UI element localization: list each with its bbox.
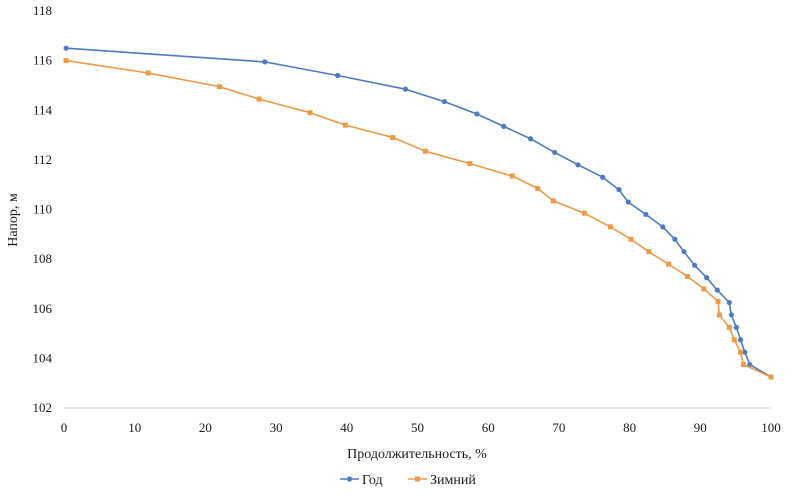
x-tick-label: 10 — [128, 420, 141, 435]
x-tick-label: 0 — [61, 420, 68, 435]
data-point — [608, 224, 614, 230]
series-zimniy — [63, 58, 774, 380]
x-tick-label: 90 — [694, 420, 707, 435]
legend-marker — [346, 476, 353, 482]
data-point — [628, 236, 634, 242]
data-point — [737, 337, 744, 343]
data-point — [535, 185, 541, 191]
data-point — [575, 162, 581, 168]
data-point — [715, 298, 721, 304]
y-tick-label: 104 — [33, 350, 53, 365]
data-point — [467, 161, 473, 167]
data-point — [625, 199, 631, 205]
data-point — [552, 149, 558, 156]
data-point — [441, 98, 447, 105]
data-point — [474, 111, 480, 117]
x-tick-label: 40 — [340, 420, 353, 435]
legend: Год Зимний — [340, 473, 476, 488]
data-point — [716, 312, 722, 318]
y-tick-label: 108 — [33, 251, 53, 266]
data-point — [714, 287, 720, 293]
x-tick-label: 30 — [270, 420, 283, 435]
legend-item: Зимний — [408, 473, 476, 488]
x-tick-label: 100 — [761, 420, 781, 435]
series-god — [63, 45, 774, 380]
y-axis-title: Напор, м — [6, 193, 21, 247]
data-point — [550, 198, 556, 204]
data-point — [768, 374, 774, 380]
data-point — [581, 210, 587, 216]
data-point — [726, 324, 732, 330]
x-tick-label: 60 — [482, 420, 495, 435]
data-point — [335, 72, 341, 79]
data-point — [685, 273, 691, 279]
data-point — [256, 96, 262, 102]
data-point — [63, 45, 69, 51]
data-point — [731, 337, 737, 343]
data-point — [742, 349, 748, 355]
data-point — [509, 173, 515, 179]
data-point — [681, 249, 687, 255]
data-point — [528, 136, 534, 142]
data-point — [665, 261, 671, 267]
x-axis-ticks: 0 10 20 30 40 50 60 70 80 90 100 — [61, 420, 781, 435]
data-point — [307, 110, 313, 116]
data-point — [692, 262, 698, 268]
data-point — [728, 312, 735, 318]
data-point — [643, 211, 649, 218]
legend-label: Зимний — [430, 473, 476, 488]
y-axis-ticks: 102 104 106 108 110 112 114 116 118 — [33, 3, 53, 415]
data-point — [600, 174, 606, 180]
x-tick-label: 50 — [411, 420, 424, 435]
y-tick-label: 106 — [33, 301, 53, 316]
data-point — [738, 349, 744, 355]
x-tick-label: 70 — [552, 420, 565, 435]
series-line — [65, 59, 772, 378]
data-point — [646, 249, 652, 255]
data-point — [747, 361, 753, 368]
data-point — [217, 84, 223, 90]
series-line — [66, 47, 772, 378]
data-point — [63, 58, 69, 64]
x-axis-title: Продолжительность, % — [347, 447, 487, 462]
x-tick-label: 20 — [199, 420, 212, 435]
data-point — [616, 187, 622, 193]
series-layer — [63, 45, 774, 380]
data-point — [145, 70, 151, 76]
y-tick-label: 102 — [33, 400, 53, 415]
data-point — [262, 59, 268, 65]
y-tick-label: 114 — [33, 102, 53, 117]
legend-item: Год — [340, 473, 383, 488]
data-point — [660, 224, 666, 230]
data-point — [704, 275, 710, 281]
data-point — [726, 299, 732, 306]
data-point — [422, 148, 428, 154]
legend-label: Год — [362, 473, 383, 488]
y-tick-label: 110 — [33, 202, 52, 217]
y-tick-label: 112 — [33, 152, 52, 167]
data-point — [672, 236, 678, 242]
data-point — [740, 362, 746, 368]
legend-marker — [415, 476, 420, 482]
data-point — [402, 86, 409, 92]
x-tick-label: 80 — [623, 420, 636, 435]
data-point — [733, 324, 739, 330]
data-point — [701, 286, 707, 292]
data-point — [501, 123, 507, 129]
y-tick-label: 118 — [33, 3, 52, 18]
data-point — [390, 135, 396, 141]
data-point — [342, 122, 348, 128]
y-tick-label: 116 — [33, 53, 53, 68]
